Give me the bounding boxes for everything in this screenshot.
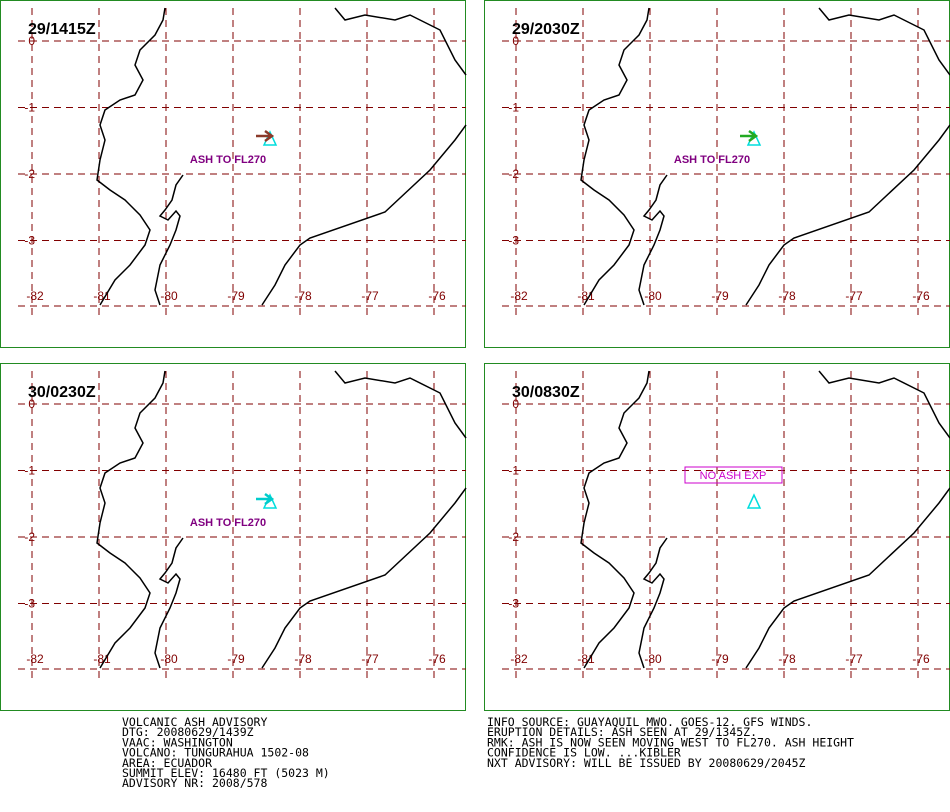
lon-label: -77 <box>361 652 379 666</box>
lon-label: -77 <box>361 289 379 303</box>
lat-label: -2 <box>508 167 519 181</box>
lon-label: -81 <box>93 289 111 303</box>
lat-label: -1 <box>508 464 519 478</box>
ash-plume <box>256 492 275 506</box>
lon-label: -82 <box>510 289 528 303</box>
lon-label: -80 <box>160 289 178 303</box>
map-panel: 0 -1 -2 -3 -82 -81 -80 -79 -78 -77 -76 30/0230Z ASH … <box>0 363 467 711</box>
coastline <box>580 370 650 669</box>
coastline <box>261 124 467 306</box>
valid-time: 30/0230Z <box>28 384 96 401</box>
map-panel: 0 -1 -2 -3 -82 -81 -80 -79 -78 -77 -76 29/2030Z ASH … <box>484 0 950 348</box>
advisory-line: VAAC: WASHINGTON <box>122 735 233 749</box>
lon-label: -80 <box>644 652 662 666</box>
advisory-line: VOLCANO: TUNGURAHUA 1502-08 <box>122 746 309 760</box>
lon-label: -77 <box>845 289 863 303</box>
coastline <box>818 7 950 76</box>
coastline <box>638 537 668 669</box>
lon-label: -81 <box>577 652 595 666</box>
ash-annotation: ASH TO FL270 <box>674 154 750 166</box>
lon-label: -77 <box>845 652 863 666</box>
advisory-line: NXT ADVISORY: WILL BE ISSUED BY 20080629… <box>487 756 806 770</box>
lon-label: -76 <box>428 652 446 666</box>
coastline <box>745 124 950 306</box>
annotation-box <box>684 466 783 484</box>
coastline <box>334 7 467 76</box>
lat-label: 0 <box>28 34 35 48</box>
valid-time: 30/0830Z <box>512 384 580 401</box>
coastline <box>818 370 950 439</box>
ash-plume <box>740 129 759 143</box>
lon-label: -81 <box>577 289 595 303</box>
lon-label: -82 <box>510 652 528 666</box>
lon-label: -76 <box>428 289 446 303</box>
lat-label: -2 <box>24 530 35 544</box>
lon-label: -78 <box>294 289 312 303</box>
advisory-line: SUMMIT ELEV: 16480 FT (5023 M) <box>122 766 330 780</box>
advisory-line: CONFIDENCE IS LOW. ...KIBLER <box>487 746 681 760</box>
volcano-marker <box>746 493 762 509</box>
coastline <box>334 370 467 439</box>
lat-label: -3 <box>24 234 35 248</box>
coastline <box>261 487 467 669</box>
map-panel: 0 -1 -2 -3 -82 -81 -80 -79 -78 -77 -76 30/0830Z NO A… <box>484 363 950 711</box>
lat-label: -3 <box>24 597 35 611</box>
lon-label: -78 <box>294 652 312 666</box>
lon-label: -79 <box>227 652 245 666</box>
lon-label: -81 <box>93 652 111 666</box>
lon-label: -78 <box>778 652 796 666</box>
lon-label: -80 <box>644 289 662 303</box>
lat-label: -2 <box>508 530 519 544</box>
advisory-line: INFO SOURCE: GUAYAQUIL MWO. GOES-12. GFS… <box>487 715 812 729</box>
ash-annotation: ASH TO FL270 <box>190 154 266 166</box>
coastline <box>96 7 166 306</box>
advisory-line: DTG: 20080629/1439Z <box>122 725 254 739</box>
lat-label: 0 <box>512 34 519 48</box>
advisory-line: AREA: ECUADOR <box>122 756 212 770</box>
lon-label: -82 <box>26 652 44 666</box>
lat-label: -1 <box>24 464 35 478</box>
valid-time: 29/2030Z <box>512 21 580 38</box>
lon-label: -76 <box>912 289 930 303</box>
lat-label: -2 <box>24 167 35 181</box>
lon-label: -79 <box>227 289 245 303</box>
lon-label: -79 <box>711 289 729 303</box>
lat-label: 0 <box>28 397 35 411</box>
coastline <box>580 7 650 306</box>
lon-label: -79 <box>711 652 729 666</box>
ash-annotation: ASH TO FL270 <box>190 517 266 529</box>
lat-label: -1 <box>508 101 519 115</box>
valid-time: 29/1415Z <box>28 21 96 38</box>
advisory-line: VOLCANIC ASH ADVISORY <box>122 715 267 729</box>
coastline <box>96 370 166 669</box>
lat-label: -3 <box>508 234 519 248</box>
lat-label: -1 <box>24 101 35 115</box>
ash-plume <box>256 129 275 143</box>
advisory-line: RMK: ASH IS NOW SEEN MOVING WEST TO FL27… <box>487 735 854 749</box>
advisory-line: ADVISORY NR: 2008/578 <box>122 776 267 790</box>
lon-label: -82 <box>26 289 44 303</box>
lon-label: -78 <box>778 289 796 303</box>
lon-label: -76 <box>912 652 930 666</box>
coastline <box>745 487 950 669</box>
map-panel: 0 -1 -2 -3 -82 -81 -80 -79 -78 -77 -76 29/1415Z ASH … <box>0 0 467 348</box>
coastline <box>154 174 184 306</box>
lon-label: -80 <box>160 652 178 666</box>
coastline <box>638 174 668 306</box>
advisory-line: ERUPTION DETAILS: ASH SEEN AT 29/1345Z. <box>487 725 757 739</box>
ash-annotation: NO ASH EXP <box>700 470 767 482</box>
coastline <box>154 537 184 669</box>
lat-label: 0 <box>512 397 519 411</box>
lat-label: -3 <box>508 597 519 611</box>
